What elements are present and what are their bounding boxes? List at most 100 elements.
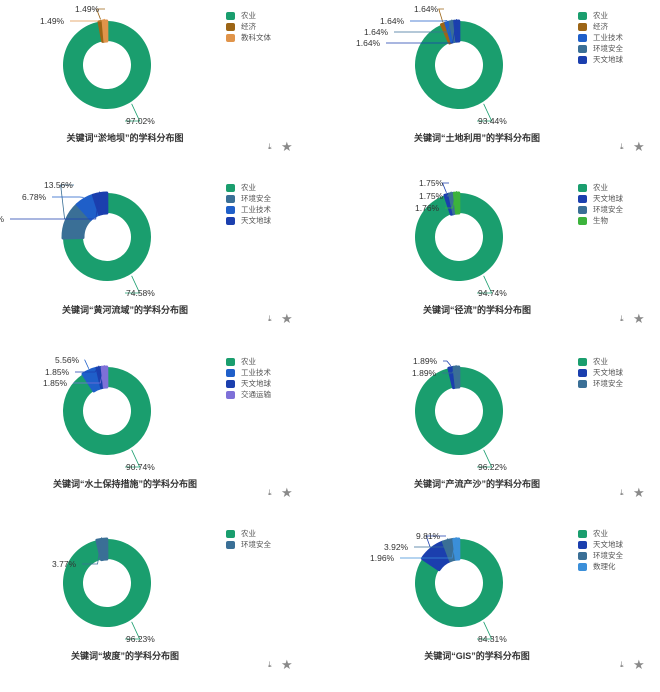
download-icon[interactable]: ⤓ xyxy=(620,488,624,497)
leader-line xyxy=(438,8,444,23)
pie-slice[interactable] xyxy=(453,19,461,43)
slice-label: 3.92% xyxy=(384,542,409,552)
chart-card: 9.81% 3.92% 1.96% 84.31% 关键词“GIS”的学科分布图 农业 天文地… xyxy=(352,518,660,691)
legend-label: 天文地球 xyxy=(593,55,623,64)
star-icon[interactable]: ★ xyxy=(281,485,293,500)
legend-label: 农业 xyxy=(593,529,608,538)
slice-label: 13.56% xyxy=(44,180,73,190)
star-icon[interactable]: ★ xyxy=(281,139,293,154)
star-icon[interactable]: ★ xyxy=(633,657,645,672)
leader-line xyxy=(125,449,141,468)
legend-label: 环境安全 xyxy=(593,205,623,214)
legend-item[interactable]: 环境安全 xyxy=(578,204,623,215)
star-icon[interactable]: ★ xyxy=(281,311,293,326)
download-icon[interactable]: ⤓ xyxy=(620,142,624,151)
legend-item[interactable]: 天文地球 xyxy=(226,215,271,226)
legend-item[interactable]: 环境安全 xyxy=(226,193,271,204)
legend-item[interactable]: 环境安全 xyxy=(578,378,623,389)
legend-swatch xyxy=(578,195,587,204)
legend-item[interactable]: 农业 xyxy=(578,356,623,367)
leader-line xyxy=(441,182,449,193)
legend-swatch xyxy=(226,184,235,193)
leader-line xyxy=(477,621,493,640)
slice-label: 90.74% xyxy=(126,462,155,472)
legend-item[interactable]: 农业 xyxy=(226,356,271,367)
legend-label: 工业技术 xyxy=(241,205,271,214)
slice-label: 5.56% xyxy=(55,355,80,365)
legend-item[interactable]: 农业 xyxy=(578,528,623,539)
chart-toolbar: ⤓ ★ xyxy=(268,312,298,326)
legend-item[interactable]: 农业 xyxy=(578,182,623,193)
legend-item[interactable]: 天文地球 xyxy=(226,378,271,389)
legend-item[interactable]: 天文地球 xyxy=(578,193,623,204)
download-icon[interactable]: ⤓ xyxy=(268,142,272,151)
legend-swatch xyxy=(226,23,235,32)
legend-item[interactable]: 环境安全 xyxy=(578,43,623,54)
legend-item[interactable]: 交通运输 xyxy=(226,389,271,400)
legend-item[interactable]: 农业 xyxy=(226,10,271,21)
legend-item[interactable]: 经济 xyxy=(226,21,271,32)
legend-label: 农业 xyxy=(241,183,256,192)
pie-slice[interactable] xyxy=(452,365,461,389)
slice-label: 1.96% xyxy=(370,553,395,563)
pie-slice[interactable] xyxy=(62,21,151,110)
chart-legend: 农业环境安全工业技术 天文地球 xyxy=(226,182,271,226)
star-icon[interactable]: ★ xyxy=(633,311,645,326)
legend-swatch xyxy=(578,184,587,193)
legend-item[interactable]: 环境安全 xyxy=(578,550,623,561)
slice-label: 5.08% xyxy=(0,214,5,224)
pie-slice[interactable] xyxy=(95,537,109,562)
legend-item[interactable]: 天文地球 xyxy=(578,539,623,550)
pie-slice[interactable] xyxy=(63,539,152,627)
chart-card: 1.64% 1.64% 1.64% 1.64% 93.44% 关键词“土地利用”的学科分布… xyxy=(352,0,660,173)
legend-swatch xyxy=(578,34,587,43)
pie-slice[interactable] xyxy=(415,193,503,281)
chart-toolbar: ⤓ ★ xyxy=(268,140,298,154)
legend-item[interactable]: 天文地球 xyxy=(578,54,623,65)
download-icon[interactable]: ⤓ xyxy=(620,314,624,323)
pie-slice[interactable] xyxy=(63,367,152,455)
star-icon[interactable]: ★ xyxy=(633,485,645,500)
pie-slice[interactable] xyxy=(63,193,152,281)
pie-slice[interactable] xyxy=(415,539,503,627)
legend-item[interactable]: 工业技术 xyxy=(578,32,623,43)
pie-slice[interactable] xyxy=(101,19,109,43)
leader-line xyxy=(414,538,449,548)
download-icon[interactable]: ⤓ xyxy=(620,660,624,669)
legend-item[interactable]: 经济 xyxy=(578,21,623,32)
slice-label: 97.02% xyxy=(126,116,155,126)
pie-slice[interactable] xyxy=(91,191,109,216)
chart-title: 关键词“水土保持措施”的学科分布图 xyxy=(52,479,197,489)
pie-slice[interactable] xyxy=(452,537,461,561)
legend-item[interactable]: 工业技术 xyxy=(226,204,271,215)
leader-line xyxy=(477,449,493,468)
legend-swatch xyxy=(226,380,235,389)
legend-label: 环境安全 xyxy=(241,194,271,203)
legend-item[interactable]: 生物 xyxy=(578,215,623,226)
chart-card: 1.75% 1.75% 1.76% 94.74% 关键词“径流”的学科分布图 农业 天文地球… xyxy=(352,172,660,345)
legend-item[interactable]: 农业 xyxy=(226,528,271,539)
legend-item[interactable]: 工业技术 xyxy=(226,367,271,378)
chart-toolbar: ⤓ ★ xyxy=(620,486,650,500)
pie-slice[interactable] xyxy=(415,367,503,455)
slice-label: 3.77% xyxy=(52,559,77,569)
chart-toolbar: ⤓ ★ xyxy=(268,486,298,500)
legend-item[interactable]: 环境安全 xyxy=(226,539,271,550)
legend-item[interactable]: 数理化 xyxy=(578,561,623,572)
leader-line xyxy=(125,103,141,122)
legend-item[interactable]: 天文地球 xyxy=(578,367,623,378)
legend-item[interactable]: 教科文体 xyxy=(226,32,271,43)
legend-swatch xyxy=(226,195,235,204)
download-icon[interactable]: ⤓ xyxy=(268,488,272,497)
chart-toolbar: ⤓ ★ xyxy=(268,658,298,672)
legend-label: 交通运输 xyxy=(241,390,271,399)
star-icon[interactable]: ★ xyxy=(633,139,645,154)
star-icon[interactable]: ★ xyxy=(281,657,293,672)
legend-item[interactable]: 农业 xyxy=(578,10,623,21)
legend-item[interactable]: 农业 xyxy=(226,182,271,193)
download-icon[interactable]: ⤓ xyxy=(268,314,272,323)
download-icon[interactable]: ⤓ xyxy=(268,660,272,669)
legend-swatch xyxy=(578,369,587,378)
chart-card: 1.89% 1.89% 96.22% 关键词“产流产沙”的学科分布图 农业 天文地球 环境安… xyxy=(352,346,660,519)
legend-swatch xyxy=(578,530,587,539)
